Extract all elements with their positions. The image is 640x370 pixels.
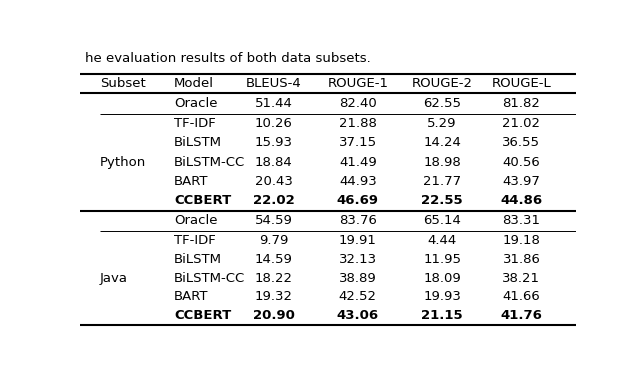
Text: 18.84: 18.84: [255, 155, 292, 169]
Text: 62.55: 62.55: [423, 97, 461, 110]
Text: BART: BART: [174, 290, 209, 303]
Text: 19.93: 19.93: [423, 290, 461, 303]
Text: 14.24: 14.24: [423, 136, 461, 149]
Text: 18.09: 18.09: [423, 272, 461, 285]
Text: 21.88: 21.88: [339, 117, 377, 130]
Text: 40.56: 40.56: [502, 155, 540, 169]
Text: 43.06: 43.06: [337, 309, 379, 322]
Text: 41.66: 41.66: [502, 290, 540, 303]
Text: 22.55: 22.55: [421, 194, 463, 207]
Text: 82.40: 82.40: [339, 97, 376, 110]
Text: 5.29: 5.29: [428, 117, 457, 130]
Text: Oracle: Oracle: [174, 97, 218, 110]
Text: 15.93: 15.93: [255, 136, 292, 149]
Text: 36.55: 36.55: [502, 136, 540, 149]
Text: BiLSTM-CC: BiLSTM-CC: [174, 155, 246, 169]
Text: ROUGE-L: ROUGE-L: [492, 77, 551, 90]
Text: 38.21: 38.21: [502, 272, 540, 285]
Text: 54.59: 54.59: [255, 215, 292, 228]
Text: TF-IDF: TF-IDF: [174, 234, 216, 247]
Text: 31.86: 31.86: [502, 253, 540, 266]
Text: 18.22: 18.22: [255, 272, 292, 285]
Text: 37.15: 37.15: [339, 136, 377, 149]
Text: 81.82: 81.82: [502, 97, 540, 110]
Text: CCBERT: CCBERT: [174, 309, 232, 322]
Text: 14.59: 14.59: [255, 253, 292, 266]
Text: 21.77: 21.77: [423, 175, 461, 188]
Text: he evaluation results of both data subsets.: he evaluation results of both data subse…: [85, 51, 371, 64]
Text: 19.91: 19.91: [339, 234, 377, 247]
Text: 44.86: 44.86: [500, 194, 543, 207]
Text: 19.18: 19.18: [502, 234, 540, 247]
Text: 51.44: 51.44: [255, 97, 292, 110]
Text: 42.52: 42.52: [339, 290, 377, 303]
Text: 19.32: 19.32: [255, 290, 292, 303]
Text: Model: Model: [174, 77, 214, 90]
Text: BART: BART: [174, 175, 209, 188]
Text: 38.89: 38.89: [339, 272, 376, 285]
Text: 65.14: 65.14: [423, 215, 461, 228]
Text: 32.13: 32.13: [339, 253, 377, 266]
Text: 83.31: 83.31: [502, 215, 540, 228]
Text: BLEUS-4: BLEUS-4: [246, 77, 301, 90]
Text: 20.43: 20.43: [255, 175, 292, 188]
Text: Java: Java: [100, 272, 128, 285]
Text: Subset: Subset: [100, 77, 145, 90]
Text: ROUGE-1: ROUGE-1: [327, 77, 388, 90]
Text: 44.93: 44.93: [339, 175, 376, 188]
Text: 22.02: 22.02: [253, 194, 294, 207]
Text: BiLSTM: BiLSTM: [174, 253, 222, 266]
Text: 9.79: 9.79: [259, 234, 288, 247]
Text: 46.69: 46.69: [337, 194, 379, 207]
Text: BiLSTM: BiLSTM: [174, 136, 222, 149]
Text: BiLSTM-CC: BiLSTM-CC: [174, 272, 246, 285]
Text: 83.76: 83.76: [339, 215, 377, 228]
Text: TF-IDF: TF-IDF: [174, 117, 216, 130]
Text: 4.44: 4.44: [428, 234, 457, 247]
Text: 21.15: 21.15: [421, 309, 463, 322]
Text: 41.49: 41.49: [339, 155, 376, 169]
Text: Oracle: Oracle: [174, 215, 218, 228]
Text: 18.98: 18.98: [423, 155, 461, 169]
Text: 43.97: 43.97: [502, 175, 540, 188]
Text: 20.90: 20.90: [253, 309, 294, 322]
Text: Python: Python: [100, 155, 146, 169]
Text: ROUGE-2: ROUGE-2: [412, 77, 472, 90]
Text: 10.26: 10.26: [255, 117, 292, 130]
Text: 41.76: 41.76: [500, 309, 542, 322]
Text: CCBERT: CCBERT: [174, 194, 232, 207]
Text: 21.02: 21.02: [502, 117, 540, 130]
Text: 11.95: 11.95: [423, 253, 461, 266]
